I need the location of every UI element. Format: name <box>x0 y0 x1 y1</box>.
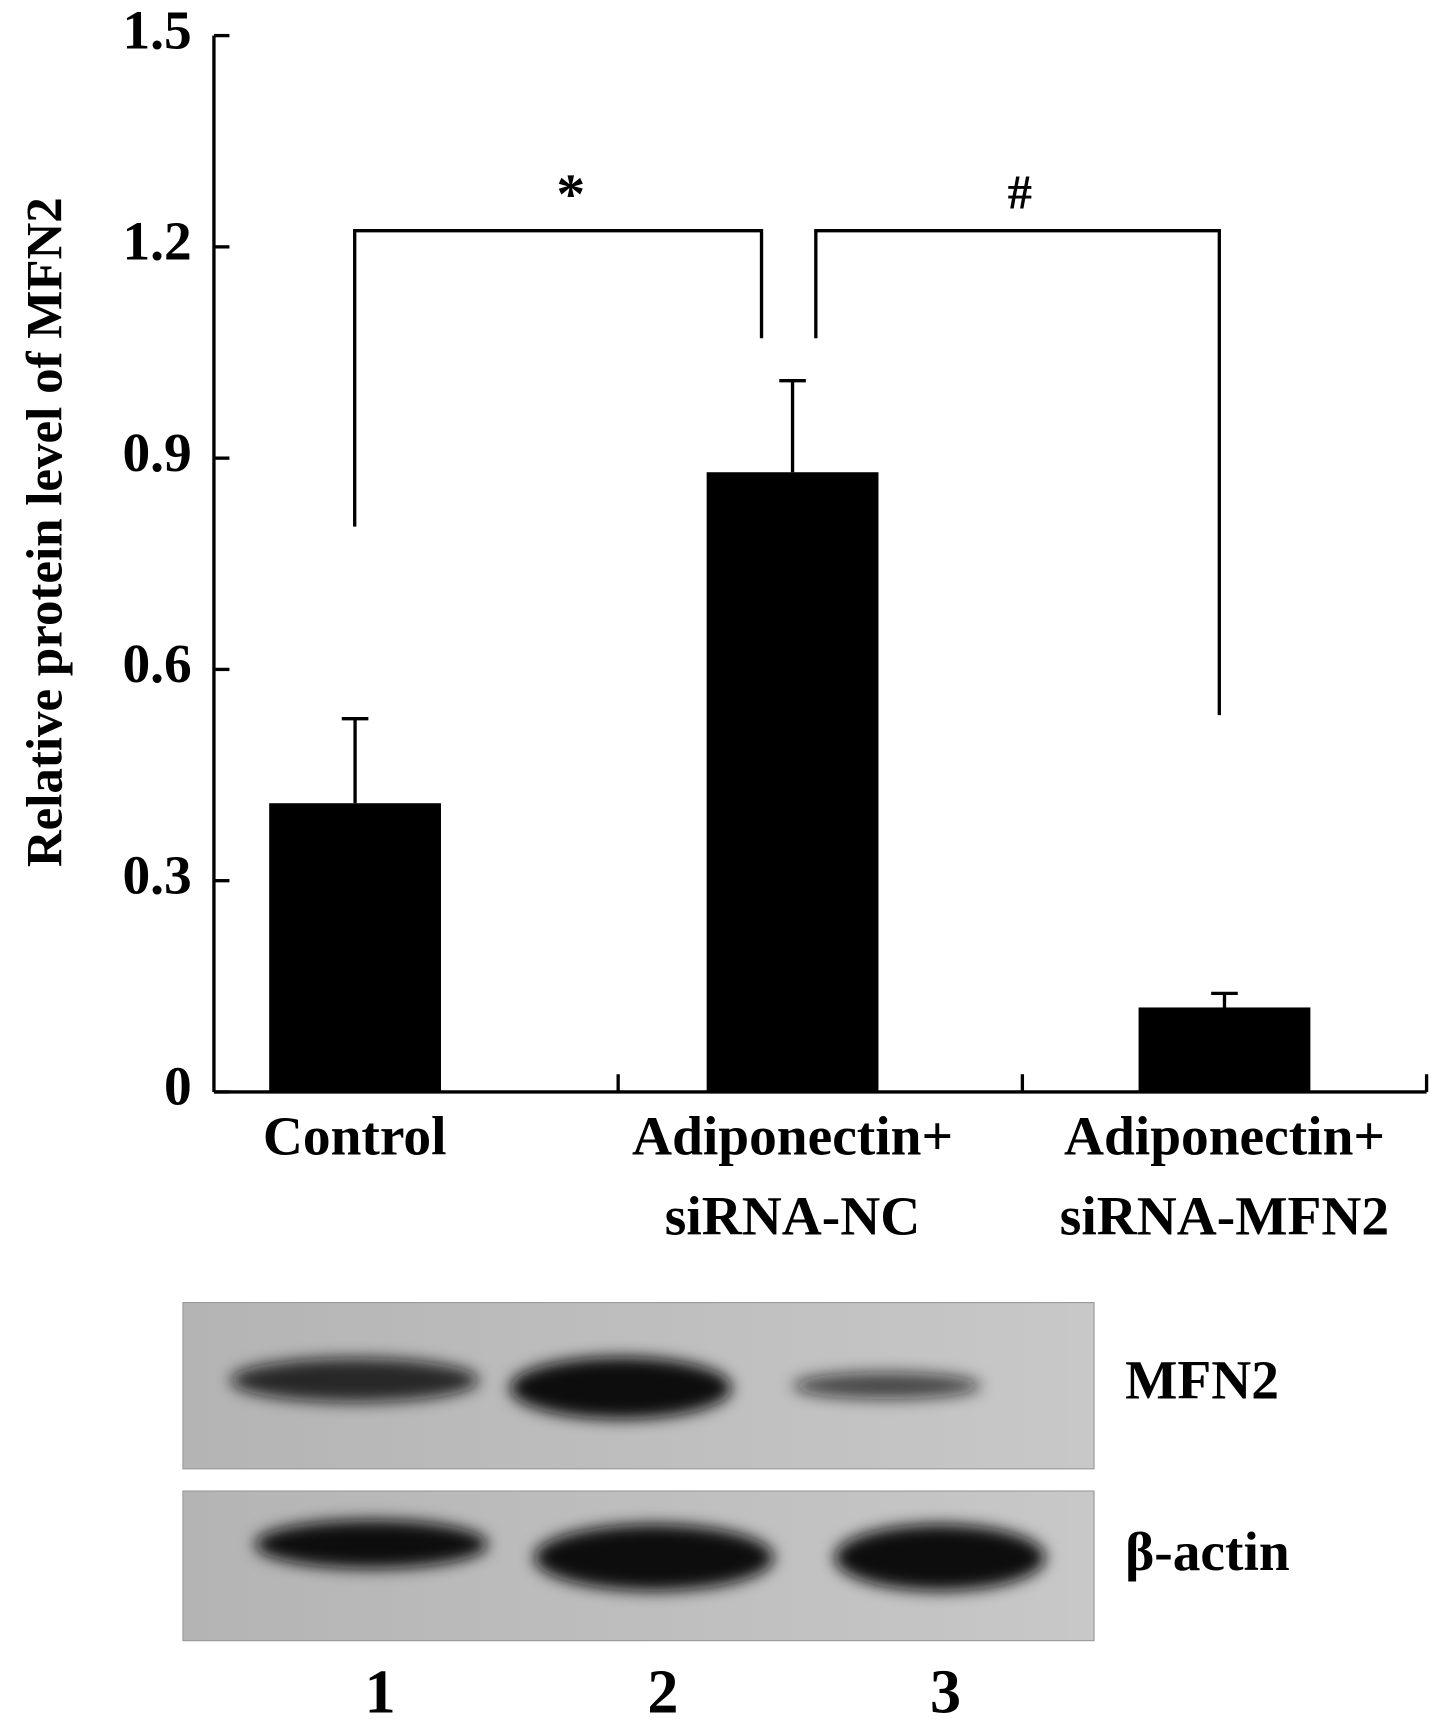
lane-label: 1 <box>365 1659 396 1727</box>
y-tick-label: 0.6 <box>122 633 191 694</box>
band <box>230 1357 479 1403</box>
error-bar <box>341 717 369 804</box>
bracket <box>814 229 1221 716</box>
band <box>834 1524 1046 1591</box>
bracket <box>353 229 764 527</box>
y-tick-label: 0.3 <box>122 844 191 905</box>
y-tick-label: 1.5 <box>122 0 191 60</box>
y-tick-label: 0.9 <box>122 422 191 483</box>
lane-label: 3 <box>930 1659 961 1727</box>
band <box>509 1356 732 1419</box>
blot-row-label: β-actin <box>1125 1521 1290 1582</box>
x-tick-label: Control <box>263 1106 447 1167</box>
bar <box>1138 1007 1311 1092</box>
band <box>254 1519 488 1569</box>
error-bar <box>779 379 806 473</box>
y-tick-label: 1.2 <box>122 211 191 272</box>
x-tick-label: siRNA-NC <box>665 1185 920 1246</box>
annotation: * <box>556 163 585 226</box>
error-bar <box>1211 991 1238 1008</box>
band <box>534 1524 774 1591</box>
lane-label: 2 <box>647 1659 678 1727</box>
x-tick-label: Adiponectin+ <box>1064 1106 1385 1167</box>
bar <box>269 803 441 1092</box>
y-tick-label: 0 <box>164 1056 192 1117</box>
blot <box>182 1302 1095 1642</box>
annotation: # <box>1008 166 1032 220</box>
x-tick-label: Adiponectin+ <box>632 1106 953 1167</box>
x-tick-label: siRNA-MFN2 <box>1060 1185 1389 1246</box>
blot-row-label: MFN2 <box>1125 1349 1279 1410</box>
bar <box>706 472 879 1092</box>
band <box>792 1372 981 1400</box>
y-axis-title: Relative protein level of MFN2 <box>18 197 74 867</box>
